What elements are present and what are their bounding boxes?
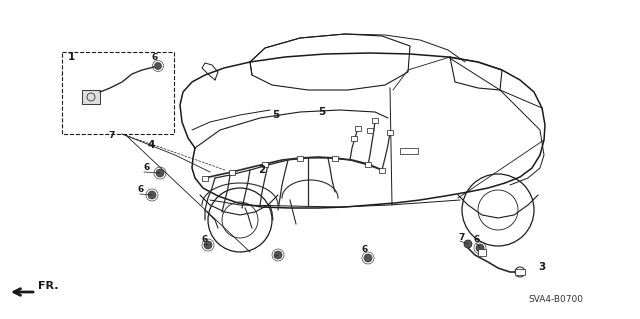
Bar	[62, 52, 174, 134]
Bar	[297, 155, 303, 160]
Circle shape	[154, 63, 161, 70]
Bar	[351, 136, 357, 140]
Bar	[478, 249, 486, 256]
Text: SVA4-B0700: SVA4-B0700	[528, 295, 583, 304]
Circle shape	[364, 254, 372, 262]
Bar	[229, 169, 235, 174]
Text: 2: 2	[258, 165, 265, 175]
Circle shape	[274, 251, 282, 259]
Circle shape	[464, 240, 472, 248]
Bar	[515, 269, 525, 275]
Bar	[372, 117, 378, 122]
Text: 4: 4	[148, 140, 156, 150]
Text: 6: 6	[474, 235, 480, 244]
Circle shape	[476, 244, 484, 252]
Bar	[82, 90, 100, 104]
Text: 6: 6	[143, 163, 149, 172]
Text: 6: 6	[362, 245, 368, 254]
Bar	[202, 175, 208, 181]
Text: 1: 1	[68, 52, 76, 62]
Text: 7: 7	[108, 131, 115, 140]
Bar	[367, 128, 373, 132]
Text: 6: 6	[138, 185, 144, 194]
Bar	[355, 125, 361, 130]
Text: 6: 6	[152, 53, 158, 62]
Text: FR.: FR.	[38, 281, 58, 291]
Bar	[262, 161, 268, 167]
Circle shape	[204, 241, 212, 249]
Bar	[379, 167, 385, 173]
Text: 5: 5	[272, 110, 279, 120]
Bar	[400, 148, 418, 154]
Text: 5: 5	[318, 107, 325, 117]
Bar	[332, 155, 338, 160]
Text: 7: 7	[458, 233, 465, 242]
Circle shape	[148, 191, 156, 199]
Bar	[365, 161, 371, 167]
Bar	[387, 130, 393, 135]
Text: 6: 6	[202, 235, 208, 244]
Text: 3: 3	[538, 262, 545, 272]
Circle shape	[156, 169, 164, 177]
